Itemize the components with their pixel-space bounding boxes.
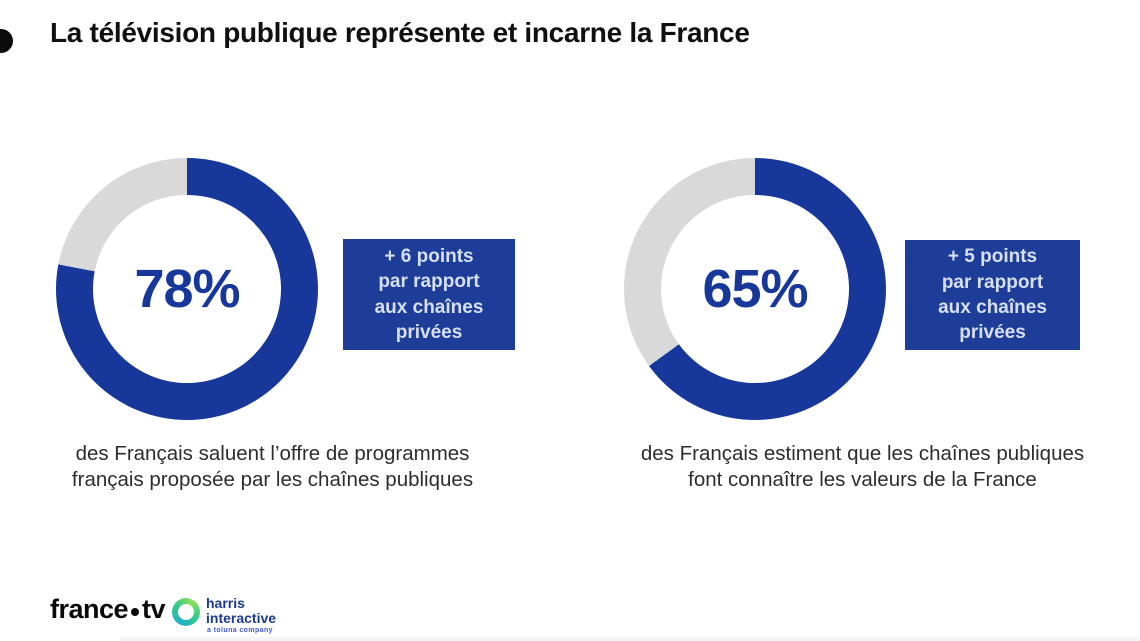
- stat-caption: des Français saluent l’offre de programm…: [40, 441, 505, 492]
- francetv-logo: france tv: [50, 594, 166, 625]
- donut-chart-78: 78%: [56, 158, 318, 420]
- caption-line: des Français saluent l’offre de programm…: [75, 442, 470, 465]
- donut-chart-65: 65%: [624, 158, 886, 420]
- donut-center: 78%: [93, 195, 281, 383]
- delta-callout-box: + 5 points par rapport aux chaînes privé…: [905, 240, 1080, 350]
- page-title: La télévision publique représente et inc…: [50, 17, 750, 48]
- caption-line: font connaître les valeurs de la France: [688, 467, 1037, 491]
- donut-percent-label: 78%: [134, 259, 240, 319]
- delta-line: par rapport: [941, 271, 1044, 293]
- harris-logo-line: interactive: [206, 609, 277, 626]
- delta-line: par rapport: [378, 271, 480, 293]
- donut-percent-label: 65%: [702, 259, 808, 319]
- title-bullet-icon: [0, 29, 13, 53]
- harris-interactive-ring-icon: [172, 598, 200, 626]
- delta-line: aux chaînes: [374, 296, 484, 318]
- delta-callout-box: + 6 points par rapport aux chaînes privé…: [343, 239, 515, 350]
- harris-tagline: a toluna company: [207, 627, 273, 634]
- francetv-logo-text: tv: [142, 594, 166, 624]
- harris-interactive-logo: harris interactive: [206, 596, 276, 625]
- delta-line: privées: [959, 322, 1026, 344]
- delta-line: + 5 points: [947, 246, 1038, 268]
- francetv-logo-text: france: [50, 594, 129, 624]
- caption-line: français proposée par les chaînes publiq…: [71, 467, 474, 491]
- delta-line: + 6 points: [384, 245, 474, 267]
- delta-line: aux chaînes: [938, 297, 1047, 318]
- stat-caption: des Français estiment que les chaînes pu…: [605, 441, 1120, 492]
- caption-line: des Français estiment que les chaînes pu…: [640, 442, 1085, 465]
- bottom-strip: [120, 637, 1140, 641]
- harris-logo-line: harris: [206, 595, 245, 611]
- delta-line: privées: [395, 321, 463, 343]
- francetv-dot-icon: [131, 607, 140, 616]
- donut-center: 65%: [661, 195, 849, 383]
